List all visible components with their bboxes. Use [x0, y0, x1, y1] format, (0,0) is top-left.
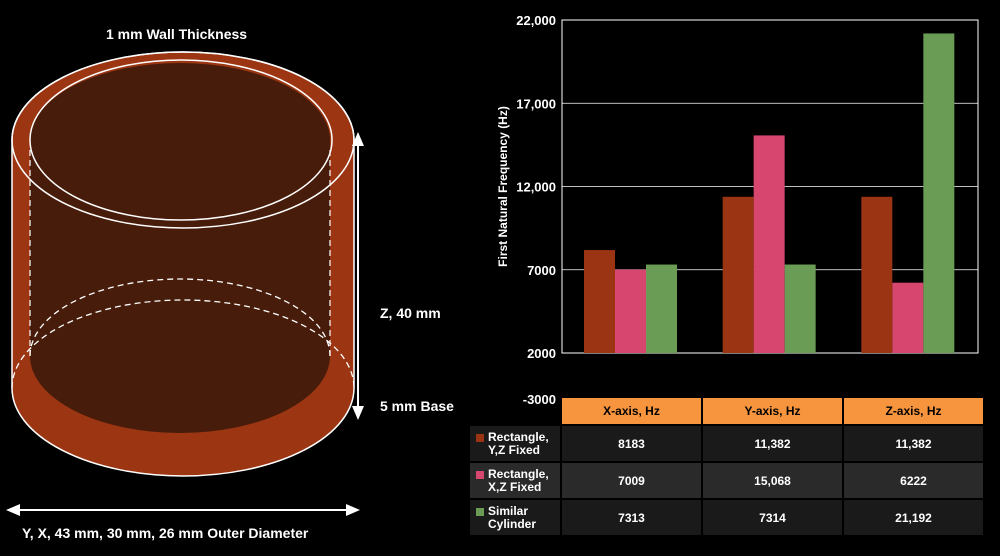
bar [584, 250, 615, 353]
legend-swatch-rect-yz [476, 433, 484, 442]
bar [722, 196, 754, 353]
bar [892, 282, 924, 353]
table-cell: 6222 [842, 461, 983, 499]
table-corner [470, 398, 561, 425]
row-label-line1: Similar [488, 503, 529, 518]
row-label-line2: Cylinder [488, 516, 537, 531]
table-row: Similar Cylinder 7313 7314 21,192 [470, 498, 983, 535]
cylinder-inner [30, 63, 330, 433]
table-cell: 7313 [560, 498, 702, 535]
row-header-rect-xz: Rectangle, X,Z Fixed [470, 461, 561, 499]
y-tick-label: 12,000 [516, 180, 556, 195]
col-header-z: Z-axis, Hz [842, 398, 983, 425]
y-tick-label: 22,000 [516, 13, 556, 28]
legend-swatch-rect-xz [476, 470, 484, 479]
bar [923, 33, 955, 354]
row-label-line2: X,Z Fixed [488, 479, 542, 494]
row-header-cylinder: Similar Cylinder [470, 498, 561, 535]
col-header-y: Y-axis, Hz [701, 398, 843, 425]
bar [861, 196, 893, 353]
height-arrow-top [352, 132, 364, 146]
row-header-rect-yz: Rectangle, Y,Z Fixed [470, 424, 561, 462]
row-label-line2: Y,Z Fixed [488, 442, 541, 457]
y-tick-label: 17,000 [516, 96, 556, 111]
table-cell: 21,192 [842, 498, 983, 535]
bar [753, 135, 785, 353]
table-row: Rectangle, X,Z Fixed 7009 15,068 6222 [470, 461, 983, 499]
diameter-arrow-left [6, 504, 20, 516]
col-header-x: X-axis, Hz [560, 398, 702, 425]
base-label: 5 mm Base [380, 398, 454, 414]
table-row: Rectangle, Y,Z Fixed 8183 11,382 11,382 [470, 424, 983, 462]
bar [615, 269, 646, 353]
data-table: X-axis, Hz Y-axis, Hz Z-axis, Hz Rectang… [470, 398, 983, 535]
outer-rim [11, 51, 355, 229]
height-arrow-bottom [352, 406, 364, 420]
bar [784, 264, 816, 353]
diameter-label: Y, X, 43 mm, 30 mm, 26 mm Outer Diameter [22, 525, 309, 541]
wall-thickness-label: 1 mm Wall Thickness [106, 26, 248, 42]
diameter-arrow-right [346, 504, 360, 516]
row-label-line1: Rectangle, [488, 429, 549, 444]
y-axis-label: First Natural Frequency (Hz) [496, 106, 510, 267]
table-cell: 11,382 [701, 424, 843, 462]
table-cell: 15,068 [701, 461, 843, 499]
cylinder-diagram [6, 51, 364, 516]
legend-swatch-cylinder [476, 507, 484, 516]
y-tick-label: -3000 [523, 392, 556, 407]
base-dashed-upper [29, 278, 331, 357]
y-tick-label: 7000 [527, 263, 556, 278]
table-cell: 7009 [560, 461, 702, 499]
height-label: Z, 40 mm [380, 305, 441, 321]
base-dashed-lower [11, 299, 355, 389]
table-cell: 7314 [701, 498, 843, 535]
y-tick-label: 2000 [527, 346, 556, 361]
bar [646, 264, 677, 353]
row-label-line1: Rectangle, [488, 466, 549, 481]
inner-rim [29, 59, 333, 221]
table-cell: 8183 [560, 424, 702, 462]
table-cell: 11,382 [842, 424, 983, 462]
